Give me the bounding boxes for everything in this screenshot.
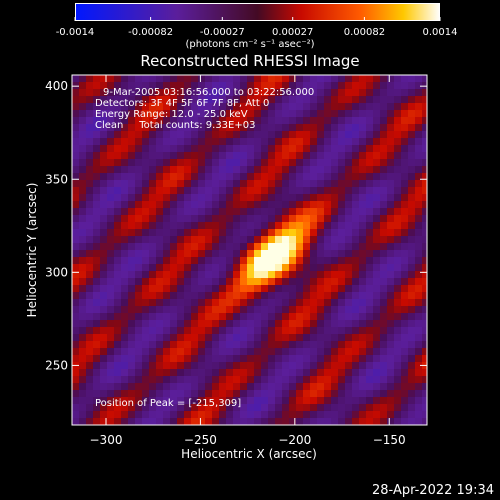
plot-axes: −300 −250 −200 −150 250 300 350 400: [45, 75, 427, 447]
x-tick-label: −150: [373, 433, 406, 447]
colorbar-tick-label: 0.0014: [422, 27, 458, 38]
clean-counts-label: Clean Total counts: 9.33E+03: [95, 120, 256, 131]
x-tick-label: −300: [90, 433, 123, 447]
heatmap-image: [72, 75, 427, 425]
colorbar: [75, 3, 440, 21]
detectors-label: Detectors: 3F 4F 5F 6F 7F 8F, Att 0: [95, 98, 270, 109]
x-axis-title: Heliocentric X (arcsec): [181, 447, 317, 461]
energy-range-label: Energy Range: 12.0 - 25.0 keV: [95, 109, 248, 120]
colorbar-tick-label: -0.0014: [55, 27, 95, 38]
colorbar-tick-label: 0.00082: [343, 27, 386, 38]
colorbar-tick-label: -0.00082: [128, 27, 174, 38]
colorbar-fill: [75, 3, 440, 21]
peak-position-label: Position of Peak = [-215,309]: [95, 398, 242, 409]
y-tick-label: 350: [45, 172, 68, 186]
chart-title: Reconstructed RHESSI Image: [140, 52, 360, 70]
y-tick-label: 250: [45, 358, 68, 372]
colorbar-tick-label: -0.00027: [199, 27, 245, 38]
colorbar-units: (photons cm⁻² s⁻¹ asec⁻²): [185, 39, 315, 50]
time-range-label: 9-Mar-2005 03:16:56.000 to 03:22:56.000: [103, 87, 315, 98]
colorbar-tick-label: 0.00027: [272, 27, 314, 38]
x-tick-label: −200: [278, 433, 311, 447]
y-tick-label: 300: [45, 265, 68, 279]
y-tick-label: 400: [45, 79, 68, 93]
timestamp-footer: 28-Apr-2022 19:34: [372, 483, 494, 498]
plot-frame: [71, 74, 428, 426]
y-axis-title: Heliocentric Y (arcsec): [25, 183, 39, 318]
x-tick-label: −250: [184, 433, 217, 447]
